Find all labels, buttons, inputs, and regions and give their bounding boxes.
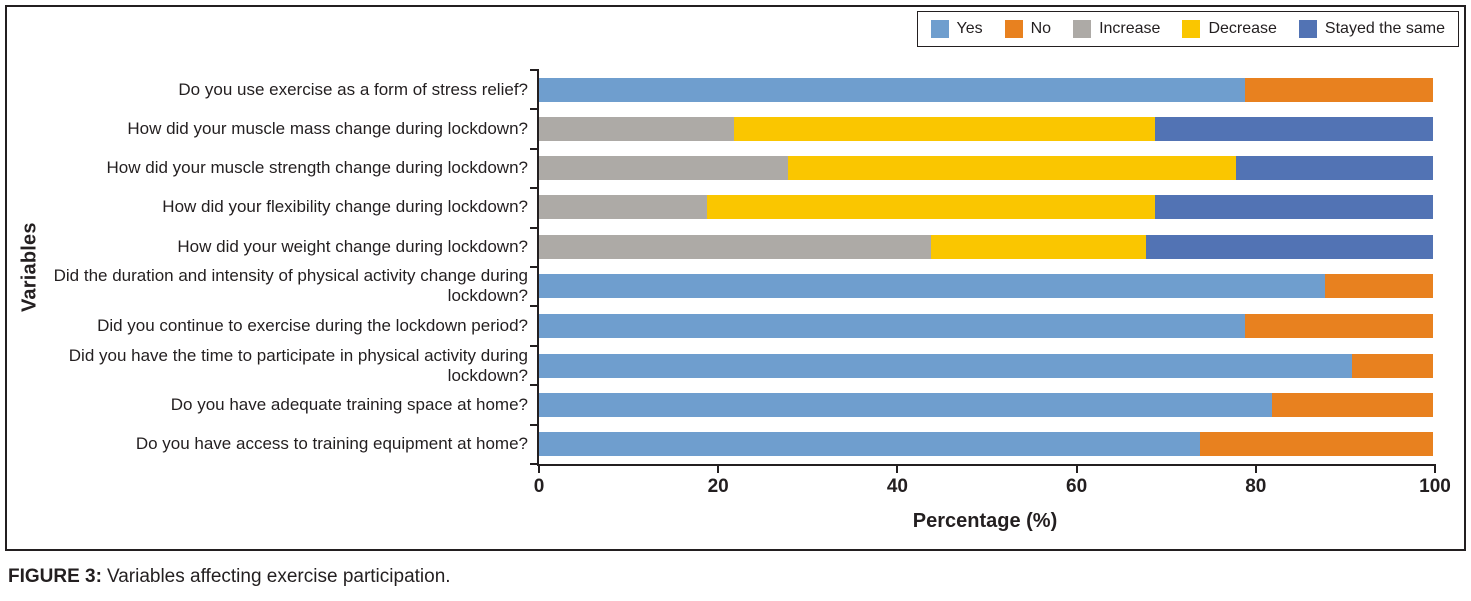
- figure-caption: FIGURE 3: Variables affecting exercise pa…: [8, 566, 451, 588]
- bar-segment-yes: [537, 393, 1272, 418]
- bar-segment-stayed-the-same: [1146, 234, 1433, 259]
- legend-label: No: [1030, 20, 1052, 37]
- legend-label: Stayed the same: [1324, 20, 1445, 37]
- category-label: How did your flexibility change during l…: [162, 197, 528, 217]
- category-label: How did your muscle strength change duri…: [106, 158, 528, 178]
- legend-label: Increase: [1099, 20, 1161, 37]
- legend-swatch-stayed-the-same: [1298, 20, 1317, 38]
- bar-segment-no: [1244, 77, 1433, 102]
- figure-caption-label: FIGURE 3:: [8, 566, 102, 587]
- bar-segment-stayed-the-same: [1155, 116, 1433, 141]
- figure-frame: Yes No Increase Decrease Stayed the same Var…: [5, 5, 1466, 551]
- x-axis-tick-label: 20: [707, 476, 729, 497]
- bar-segment-no: [1325, 274, 1433, 299]
- bar-segment-no: [1200, 432, 1433, 457]
- bar-segment-yes: [537, 353, 1353, 378]
- bar-segment-yes: [537, 432, 1201, 457]
- x-axis-tick-label: 80: [1245, 476, 1267, 497]
- x-axis-tick: [896, 464, 899, 473]
- stacked-bar: [537, 274, 1433, 299]
- bar-segment-stayed-the-same: [1155, 195, 1433, 220]
- legend-item-yes: Yes: [930, 20, 983, 38]
- stacked-bar: [537, 156, 1433, 181]
- stacked-bar: [537, 195, 1433, 220]
- x-axis-title: Percentage (%): [912, 510, 1058, 532]
- x-axis-tick: [538, 464, 540, 473]
- legend-swatch-yes: [930, 20, 949, 38]
- x-axis-tick: [1434, 464, 1436, 473]
- chart-row: Did you have the time to participate in …: [7, 346, 1433, 386]
- bar-segment-stayed-the-same: [1235, 156, 1433, 181]
- legend-item-stayed-the-same: Stayed the same: [1298, 20, 1445, 38]
- legend-label: Decrease: [1208, 20, 1277, 37]
- x-axis-tick-label: 60: [1066, 476, 1088, 497]
- bar-segment-increase: [537, 195, 708, 220]
- stacked-bar: [537, 353, 1433, 378]
- chart-row: How did your flexibility change during l…: [7, 188, 1433, 227]
- chart-row: How did your muscle strength change duri…: [7, 148, 1433, 187]
- chart-row: How did your weight change during lockdo…: [7, 227, 1433, 266]
- chart-row: Do you use exercise as a form of stress …: [7, 70, 1433, 109]
- bar-segment-increase: [537, 116, 735, 141]
- chart-rows: Do you use exercise as a form of stress …: [7, 70, 1433, 464]
- stacked-bar: [537, 116, 1433, 141]
- legend-swatch-decrease: [1182, 20, 1201, 38]
- stacked-bar: [537, 393, 1433, 418]
- figure-caption-text: Variables affecting exercise participati…: [106, 566, 451, 587]
- bar-segment-increase: [537, 234, 932, 259]
- chart-row: Did you continue to exercise during the …: [7, 306, 1433, 345]
- category-label: Do you have access to training equipment…: [135, 434, 528, 454]
- category-label: Do you have adequate training space at h…: [170, 395, 528, 415]
- chart-row: How did your muscle mass change during l…: [7, 109, 1433, 148]
- x-axis-tick-label: 100: [1419, 476, 1451, 497]
- category-label: Did you continue to exercise during the …: [97, 315, 528, 335]
- bar-segment-decrease: [734, 116, 1156, 141]
- bar-segment-decrease: [707, 195, 1156, 220]
- x-axis-tick: [1075, 464, 1078, 473]
- category-label: Do you use exercise as a form of stress …: [178, 79, 528, 99]
- bar-segment-no: [1271, 393, 1433, 418]
- category-label: Did the duration and intensity of physic…: [53, 266, 528, 306]
- chart-row: Do you have access to training equipment…: [7, 425, 1433, 464]
- bar-segment-no: [1244, 313, 1433, 338]
- x-axis-tick-label: 0: [533, 476, 545, 497]
- legend-label: Yes: [956, 20, 983, 37]
- category-label: How did your weight change during lockdo…: [177, 236, 528, 256]
- bar-segment-increase: [537, 156, 788, 181]
- category-label: Did you have the time to participate in …: [68, 345, 528, 385]
- legend-swatch-no: [1004, 20, 1023, 38]
- bar-segment-yes: [537, 274, 1326, 299]
- legend-swatch-increase: [1073, 20, 1092, 38]
- chart-row: Did the duration and intensity of physic…: [7, 266, 1433, 306]
- stacked-bar: [537, 77, 1433, 102]
- bar-segment-no: [1352, 353, 1433, 378]
- bar-segment-yes: [537, 313, 1245, 338]
- x-axis-tick-label: 40: [886, 476, 908, 497]
- x-axis-tick: [1254, 464, 1257, 473]
- bar-segment-decrease: [931, 234, 1147, 259]
- bar-segment-yes: [537, 77, 1245, 102]
- chart-row: Do you have adequate training space at h…: [7, 386, 1433, 425]
- stacked-bar: [537, 313, 1433, 338]
- category-label: How did your muscle mass change during l…: [127, 118, 528, 138]
- legend-item-no: No: [1004, 20, 1052, 38]
- x-axis-tick: [717, 464, 720, 473]
- stacked-bar: [537, 234, 1433, 259]
- legend-item-decrease: Decrease: [1182, 20, 1277, 38]
- bar-segment-decrease: [787, 156, 1236, 181]
- legend-item-increase: Increase: [1073, 20, 1160, 38]
- legend: Yes No Increase Decrease Stayed the same: [916, 11, 1459, 47]
- stacked-bar: [537, 432, 1433, 457]
